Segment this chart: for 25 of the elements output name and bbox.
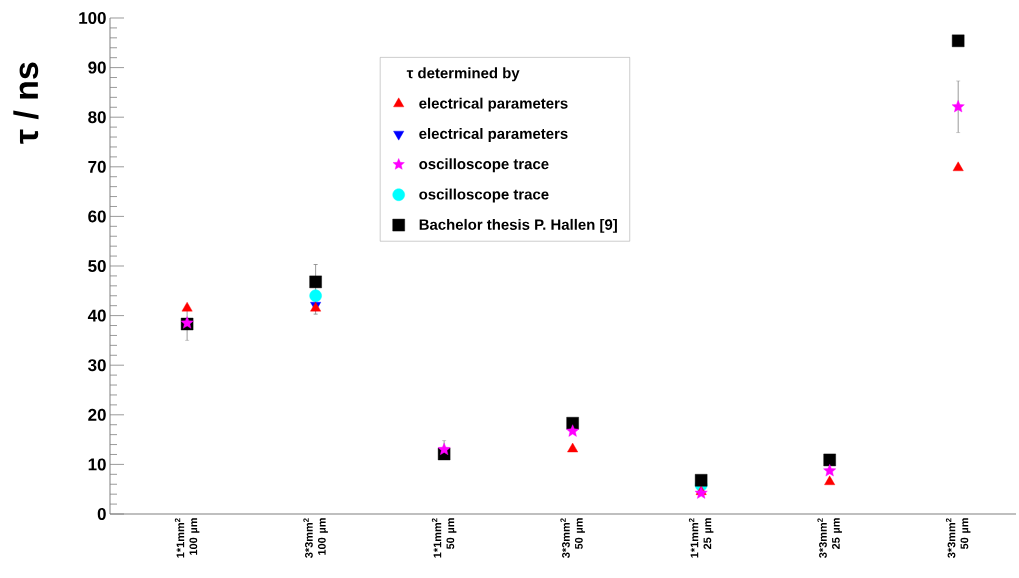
legend-label: oscilloscope trace xyxy=(419,158,549,173)
y-tick-label: 70 xyxy=(88,160,106,173)
y-tick-label: 90 xyxy=(88,61,106,74)
category-label: 3*3mm$^{2}$ 100 µm xyxy=(303,518,328,558)
category-label: 3*3mm$^{2}$ 50 µm xyxy=(560,518,585,558)
y-tick-label: 10 xyxy=(88,458,106,471)
category-label: 1*1mm$^{2}$ 25 µm xyxy=(688,518,714,558)
y-axis-title: τ / ns xyxy=(13,62,39,144)
y-tick-label: 80 xyxy=(88,111,106,124)
y-tick-label: 20 xyxy=(88,408,106,421)
legend-label: oscilloscope trace xyxy=(419,188,549,203)
y-tick-label: 30 xyxy=(88,359,106,372)
y-tick-label: 60 xyxy=(88,210,106,223)
category-label: 3*3mm$^{2}$ 25 µm xyxy=(817,518,842,558)
category-label: 3*3mm$^{2}$ 50 µm xyxy=(945,518,971,558)
y-tick-label: 40 xyxy=(87,309,106,322)
legend-title: τ determined by xyxy=(406,67,520,82)
legend-label: electrical parameters xyxy=(419,97,568,112)
category-label: 1*1mm$^{2}$ 50 µm xyxy=(431,518,457,558)
category-label: 1*1mm$^{2}$ 100 µm xyxy=(174,518,200,558)
y-tick-label: 50 xyxy=(88,260,106,272)
legend-label: electrical parameters xyxy=(419,127,568,142)
y-tick-label: 100 xyxy=(79,12,106,24)
y-tick-label: 0 xyxy=(97,508,106,520)
legend-label: Bachelor thesis P. Hallen [9] xyxy=(419,218,617,233)
